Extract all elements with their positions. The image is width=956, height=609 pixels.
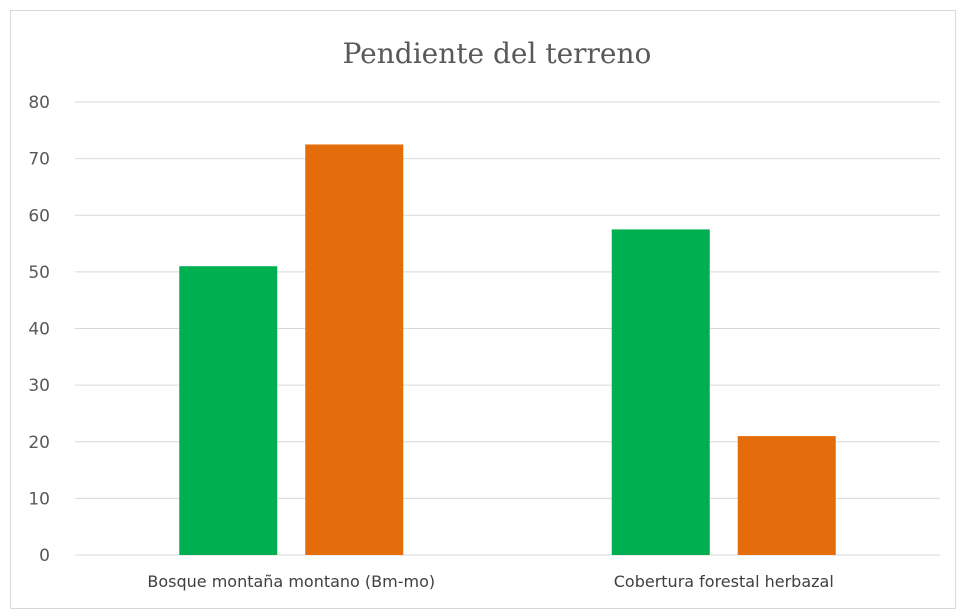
y-tick-label: 0	[39, 546, 50, 566]
y-tick-label: 70	[28, 150, 50, 170]
chart-title: Pendiente del terreno	[343, 37, 652, 70]
bar-series-1-category-2	[611, 229, 710, 555]
bar-series-2-category-2	[737, 436, 836, 555]
bar-series-2-category-1	[305, 144, 404, 555]
x-category-label: Cobertura forestal herbazal	[614, 572, 834, 591]
y-tick-label: 50	[28, 263, 50, 283]
x-category-label: Bosque montaña montano (Bm-mo)	[147, 572, 435, 591]
y-axis-tick-labels: 0 10 20 30 40 50 60 70 80	[28, 93, 50, 566]
bars	[179, 144, 836, 555]
y-tick-label: 40	[28, 320, 50, 340]
x-axis-category-labels: Bosque montaña montano (Bm-mo) Cobertura …	[147, 572, 833, 591]
bar-series-1-category-1	[179, 266, 278, 555]
y-tick-label: 80	[28, 93, 50, 113]
y-tick-label: 20	[28, 433, 50, 453]
y-tick-label: 60	[28, 206, 50, 226]
y-tick-label: 30	[28, 376, 50, 396]
y-tick-label: 10	[28, 489, 50, 509]
